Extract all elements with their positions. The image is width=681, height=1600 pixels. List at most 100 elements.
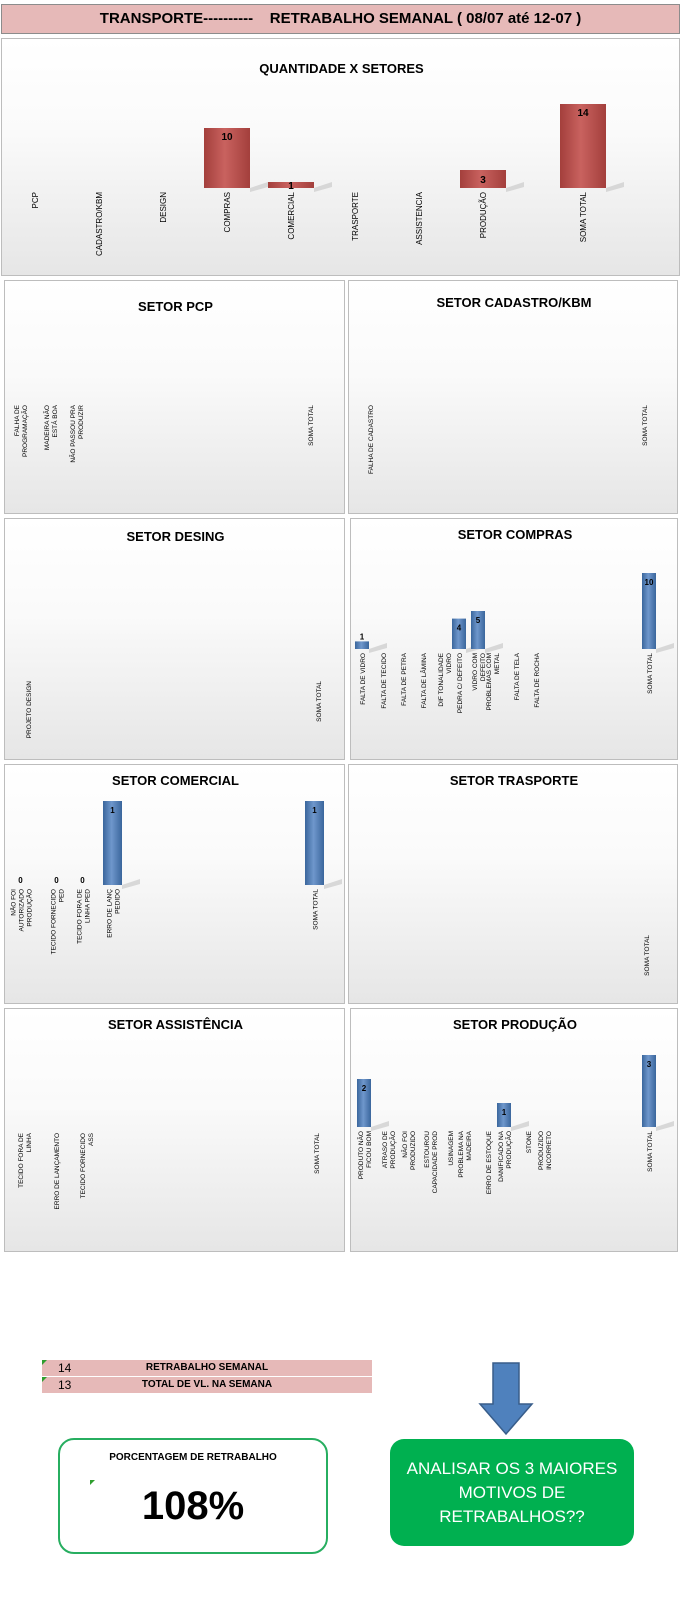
category-label: ERRO DE ESTOQUE [486,1130,493,1194]
bar-shadow [250,182,268,192]
category-label: PROBLEMAS COMMETAL [486,653,501,711]
category-label: SOMA TOTAL [647,1131,654,1172]
bar [471,611,485,649]
data-label: 10 [645,578,654,587]
data-label: 1 [360,632,365,641]
category-label: COMERCIAL [287,191,296,239]
bar [642,573,656,649]
bar-shadow [314,182,332,192]
chart-svg-comercial: SETOR COMERCIAL 0 NÃO FOIAUTORIZADOPRODUÇÃ… [9,773,342,955]
chart-svg-trasporte: SETOR TRASPORTE SOMA TOTAL [450,773,651,976]
action-callout: ANALISAR OS 3 MAIORES MOTIVOS DE RETRABA… [390,1439,634,1546]
data-label: 5 [476,616,481,625]
percentage-title: PORCENTAGEM DE RETRABALHO [109,1452,277,1463]
chart-svg-compras: SETOR COMPRAS 1 FALTA DE VIDRO FALTA DE TEC… [355,527,674,713]
chart-title: SETOR PCP [138,299,213,314]
chart-title: SETOR TRASPORTE [450,773,579,788]
bar-shadow [656,1121,674,1131]
chart-title: SETOR PRODUÇÃO [453,1017,577,1032]
total-label: TOTAL DE VL. NA SEMANA [141,1379,273,1390]
bar-shadow [511,1121,529,1131]
cell-marker-icon [90,1480,95,1485]
chart-setor-cadastro: SETOR CADASTRO/KBM FALHA DE CADASTRO SOMA … [348,280,678,514]
chart-setor-producao: SETOR PRODUÇÃO 2 PRODUTO NÃOFICOU BOM ATRAS… [350,1008,678,1252]
chart-setor-compras: SETOR COMPRAS 1 FALTA DE VIDRO FALTA DE TEC… [350,518,678,760]
category-label: TECIDO FORA DELINHA PED [77,888,92,944]
bar [268,182,314,188]
bar-shadow [656,643,674,653]
report-title: TRANSPORTE---------- RETRABALHO SEMANAL … [1,4,680,34]
category-label: PEDRA C/ DEFEITO [457,653,464,713]
category-label: ESTOUROUCAPACIDADE PROD [424,1131,439,1194]
data-label: 1 [502,1108,507,1117]
summary-row-total: 13 TOTAL DE VL. NA SEMANA [42,1377,372,1393]
chart-title: SETOR ASSISTÊNCIA [108,1017,244,1032]
category-label: FALTA DE LÂMINA [419,652,428,708]
data-label: 1 [312,806,317,815]
category-label: DIF TONALIDADEVIDRO [438,652,453,706]
chart-title: SETOR COMERCIAL [112,773,239,788]
bar-shadow [606,182,624,192]
category-label: FALHA DE CADASTRO [368,405,375,474]
percentage-value: 108% [141,1484,245,1528]
data-label: 0 [54,876,59,885]
bar-shadow [122,879,140,889]
data-label: 1 [288,181,294,192]
category-label: PROBLEMA NAMADEIRA [458,1130,473,1177]
bar [452,618,466,649]
bar [560,104,606,188]
category-label: ATRASO DEPRODUÇÃO [382,1130,397,1168]
bar [460,170,506,188]
bar [103,801,122,885]
category-label: NÃO FOIPRODUZIDO [400,1131,417,1170]
data-label: 3 [647,1060,652,1069]
category-label: COMPRAS [223,192,232,232]
bar [355,641,369,649]
category-label: FALTA DE VIDRO [360,653,367,705]
data-label: 3 [480,175,486,186]
category-label: TECIDO FORNECIDOASS [80,1132,95,1198]
chart-quantidade-setores: QUANTIDADE X SETORES PCP CADASTRO/KBM DESIG… [1,38,680,276]
category-label: FALTA DE PETRA [401,652,408,706]
category-label: PROJETO DESIGN [26,681,33,739]
bar [357,1079,371,1127]
data-label: 14 [577,108,589,119]
bar [204,128,250,188]
bar-shadow [324,879,342,889]
bar [642,1055,656,1127]
category-label: TECIDO FORNECIDOPED [51,889,66,955]
category-label: ASSISTENCIA [415,191,424,245]
chart-setor-comercial: SETOR COMERCIAL 0 NÃO FOIAUTORIZADOPRODUÇÃ… [4,764,345,1004]
cell-marker-icon [42,1377,47,1382]
category-label: VIDRO COMDEFEITO [472,653,487,691]
data-label: 0 [18,876,23,885]
chart-title: SETOR CADASTRO/KBM [436,295,591,310]
category-label: FALHA DEPROGRAMAÇÃO [14,404,29,457]
category-label: SOMA TOTAL [579,191,588,242]
category-label: USINAGEM [448,1131,455,1166]
total-count: 13 [58,1378,72,1392]
category-label: DANIFICADO NAPRODUÇÃO [498,1130,513,1182]
category-label: NÃO FOIAUTORIZADOPRODUÇÃO [9,889,34,932]
category-label: FALTA DE TECIDO [381,653,388,709]
category-label: SOMA TOTAL [308,405,315,446]
category-label: FALTA DE ROCHA [534,652,541,707]
chart-setor-assistencia: SETOR ASSISTÊNCIA TECIDO FORA DELINHA ERRO… [4,1008,345,1252]
category-label: TECIDO FORA DELINHA [18,1132,33,1188]
chart-svg-main: QUANTIDADE X SETORES PCP CADASTRO/KBM DESIG… [31,61,624,256]
chart-svg-assistencia: SETOR ASSISTÊNCIA TECIDO FORA DELINHA ERRO… [18,1017,321,1209]
data-label: 4 [457,624,462,633]
category-label: FALTA DE TELA [514,652,521,700]
data-label: 10 [221,132,233,143]
category-label: ERRO DE LANÇPEDIDO [107,889,122,938]
chart-setor-trasporte: SETOR TRASPORTE SOMA TOTAL [348,764,678,1004]
chart-svg-desing: SETOR DESING PROJETO DESIGN SOMA TOTAL [26,529,323,739]
chart-title: QUANTIDADE X SETORES [259,61,424,76]
chart-setor-desing: SETOR DESING PROJETO DESIGN SOMA TOTAL [4,518,345,760]
data-label: 1 [110,806,115,815]
category-label: PCP [31,192,40,208]
bar-shadow [485,643,503,653]
retrabalho-count: 14 [58,1361,72,1375]
cell-marker-icon [42,1360,47,1365]
retrabalho-label: RETRABALHO SEMANAL [145,1362,269,1373]
